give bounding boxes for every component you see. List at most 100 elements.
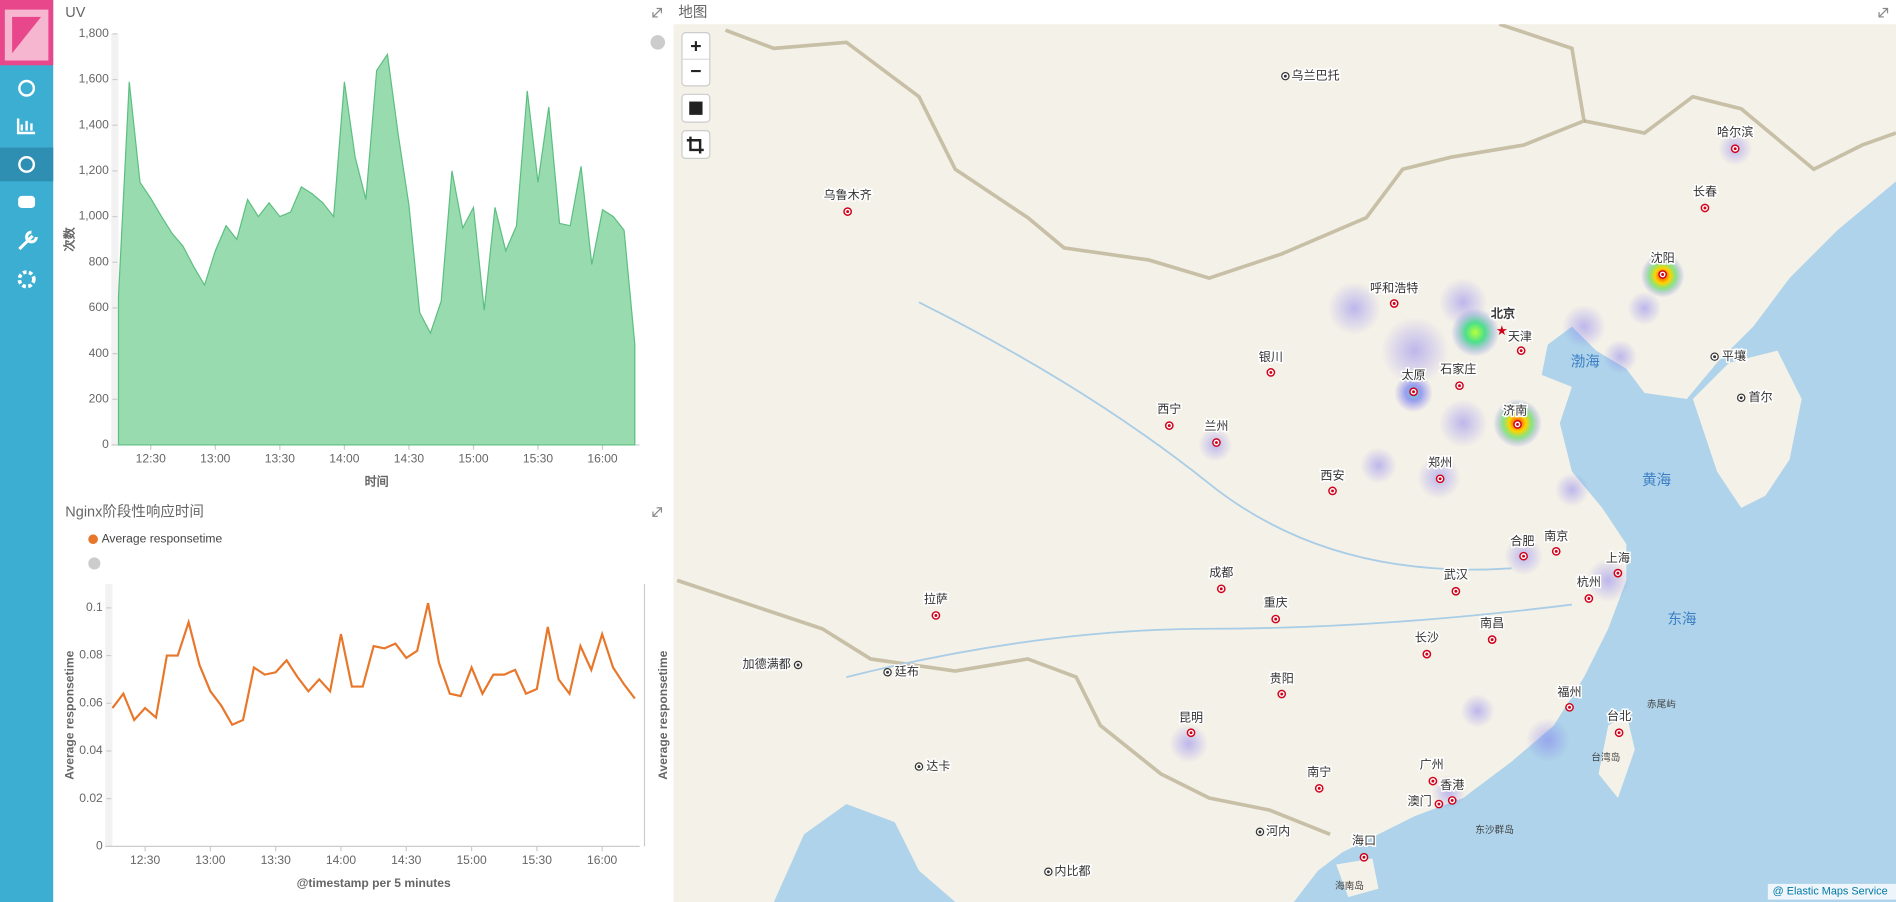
island-label: 台湾岛	[1591, 752, 1620, 764]
x-tick-label: 13:30	[265, 452, 296, 466]
y-axis-label: Average responsetime	[62, 650, 76, 779]
city-label: 长春	[1693, 184, 1717, 198]
heat	[1525, 718, 1570, 762]
city-dot-center	[1458, 384, 1461, 388]
city-label: 西宁	[1157, 401, 1181, 416]
heat	[1627, 291, 1662, 326]
city-dot-center	[1454, 589, 1458, 593]
city-dot-center	[1713, 355, 1717, 359]
panel-title: UV	[65, 5, 85, 21]
city-label: 拉萨	[924, 591, 948, 606]
city-label: 南宁	[1307, 764, 1331, 779]
nav-dashboard[interactable]	[18, 155, 36, 173]
zoom-in[interactable]: +	[690, 35, 701, 57]
x-tick-label: 13:30	[261, 853, 292, 867]
city-label: 内比都	[1054, 864, 1090, 878]
city-label: 沈阳	[1651, 250, 1675, 265]
nav-discover[interactable]	[18, 79, 36, 97]
border-north	[724, 24, 1587, 280]
legend-toggle[interactable]	[650, 35, 666, 50]
city-label: 平壤	[1722, 348, 1746, 363]
city-label: 福州	[1557, 684, 1581, 699]
city-label: 济南	[1503, 402, 1527, 417]
city-dot-center	[1733, 147, 1737, 151]
x-tick-label: 14:30	[394, 452, 425, 466]
attribution[interactable]: @ Elastic Maps Service	[1773, 886, 1888, 898]
city-label: 石家庄	[1440, 361, 1476, 376]
city-dot-center	[1189, 731, 1193, 735]
nav-devtools[interactable]	[18, 230, 38, 251]
x-tick-label: 15:30	[522, 853, 553, 867]
city-label: 贵阳	[1270, 672, 1294, 686]
city-label: 香港	[1440, 778, 1464, 792]
x-tick-label: 16:00	[587, 853, 618, 867]
city-dot-center	[1568, 705, 1571, 709]
nav-visualize[interactable]	[16, 118, 36, 135]
japan-sea	[1789, 435, 1896, 678]
x-tick-label: 13:00	[200, 452, 231, 466]
expand-map[interactable]	[1878, 7, 1889, 18]
crop-button[interactable]	[681, 129, 711, 159]
city-dot-center	[1331, 489, 1334, 493]
city-dot-center	[1516, 422, 1519, 426]
y-tick-label: 0.1	[86, 600, 103, 614]
city-label: 太原	[1401, 367, 1425, 382]
y-tick-label: 0.04	[79, 743, 103, 757]
city-dot-center	[1661, 273, 1665, 276]
zoom-out[interactable]: −	[690, 61, 701, 83]
y-tick-label: 0	[102, 437, 109, 451]
x-tick-label: 12:30	[136, 452, 167, 466]
city-label: 乌鲁木齐	[823, 187, 871, 202]
legend-collapse[interactable]	[88, 557, 101, 570]
heat	[1380, 316, 1449, 385]
expand-nginx[interactable]	[652, 507, 663, 517]
heat	[1460, 694, 1495, 728]
x-axis-label: 时间	[365, 474, 389, 489]
city-dot-center	[886, 670, 889, 674]
legend-swatch	[88, 534, 98, 545]
island-label: 东沙群岛	[1475, 824, 1514, 836]
city-dot-center	[1587, 597, 1591, 600]
y-tick-label: 200	[89, 391, 109, 405]
y-tick-label: 800	[89, 254, 109, 268]
city-label: 呼和浩特	[1370, 280, 1418, 295]
legend-label[interactable]: Average responsetime	[102, 531, 223, 545]
y-tick-label: 0.06	[79, 695, 103, 709]
heat	[1562, 304, 1606, 349]
y-tick-label: 1,600	[79, 72, 110, 86]
city-label: 西安	[1320, 468, 1344, 483]
city-label: 兰州	[1204, 419, 1228, 433]
city-label: 重庆	[1264, 596, 1288, 610]
city-dot-center	[1392, 302, 1396, 305]
city-dot-center	[1554, 549, 1558, 553]
heat	[1555, 472, 1589, 507]
x-tick-label: 12:30	[130, 853, 161, 867]
city-dot-center	[1258, 830, 1262, 834]
y-tick-label: 1,800	[79, 26, 110, 40]
x-tick-label: 14:30	[391, 853, 422, 867]
city-dot-center	[1046, 870, 1050, 874]
map-canvas[interactable]	[673, 24, 1896, 902]
nav-timelion[interactable]	[18, 195, 36, 208]
heat	[1169, 724, 1208, 763]
expand-uv[interactable]	[652, 7, 663, 18]
sea-label: 渤海	[1571, 354, 1600, 371]
nav-settings[interactable]	[17, 270, 36, 289]
city-dot-center	[1274, 617, 1278, 621]
y-tick-label: 600	[89, 300, 109, 314]
city-dot-center	[1437, 802, 1441, 806]
y-tick-label: 0.02	[79, 791, 103, 805]
korea	[1692, 350, 1802, 508]
draw-rect-icon	[689, 101, 703, 115]
city-label: 天津	[1508, 330, 1532, 344]
city-label: 武汉	[1444, 568, 1468, 582]
taiwan	[1598, 713, 1635, 799]
city-label: 加德满都	[742, 656, 790, 671]
panel-title: Nginx阶段性响应时间	[65, 502, 204, 520]
x-tick-label: 14:00	[326, 853, 357, 867]
city-dot-center	[917, 765, 921, 769]
sea-label: 黄海	[1642, 472, 1671, 489]
plot-bg-edge	[111, 33, 119, 445]
city-dot-center	[1269, 370, 1273, 374]
city-label: 哈尔滨	[1717, 124, 1753, 139]
